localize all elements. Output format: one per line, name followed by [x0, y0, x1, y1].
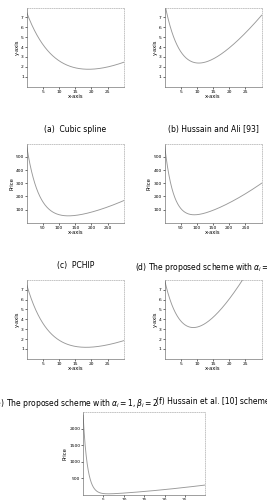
X-axis label: x-axis: x-axis [68, 94, 83, 100]
Y-axis label: Price: Price [147, 177, 152, 190]
Text: (b) Hussain and Ali [93]: (b) Hussain and Ali [93] [168, 124, 258, 134]
Y-axis label: y-axis: y-axis [14, 40, 19, 55]
X-axis label: x-axis: x-axis [68, 230, 83, 235]
Y-axis label: Price: Price [63, 447, 68, 460]
Text: (f) Hussain et al. [10] scheme: (f) Hussain et al. [10] scheme [156, 397, 267, 406]
X-axis label: x-axis: x-axis [205, 94, 221, 100]
Y-axis label: y-axis: y-axis [152, 40, 157, 55]
Y-axis label: Price: Price [9, 177, 14, 190]
Y-axis label: y-axis: y-axis [14, 312, 19, 327]
X-axis label: x-axis: x-axis [205, 366, 221, 372]
X-axis label: x-axis: x-axis [205, 230, 221, 235]
X-axis label: x-axis: x-axis [68, 366, 83, 372]
Text: (d) The proposed scheme with $\alpha_i = \beta_i = 1$: (d) The proposed scheme with $\alpha_i =… [135, 260, 267, 274]
Y-axis label: y-axis: y-axis [152, 312, 157, 327]
Text: (a)  Cubic spline: (a) Cubic spline [44, 124, 106, 134]
Text: (c)  PCHIP: (c) PCHIP [57, 260, 94, 270]
Text: (e) The proposed scheme with $\alpha_i = 1, \beta_i = 2$: (e) The proposed scheme with $\alpha_i =… [0, 397, 158, 410]
